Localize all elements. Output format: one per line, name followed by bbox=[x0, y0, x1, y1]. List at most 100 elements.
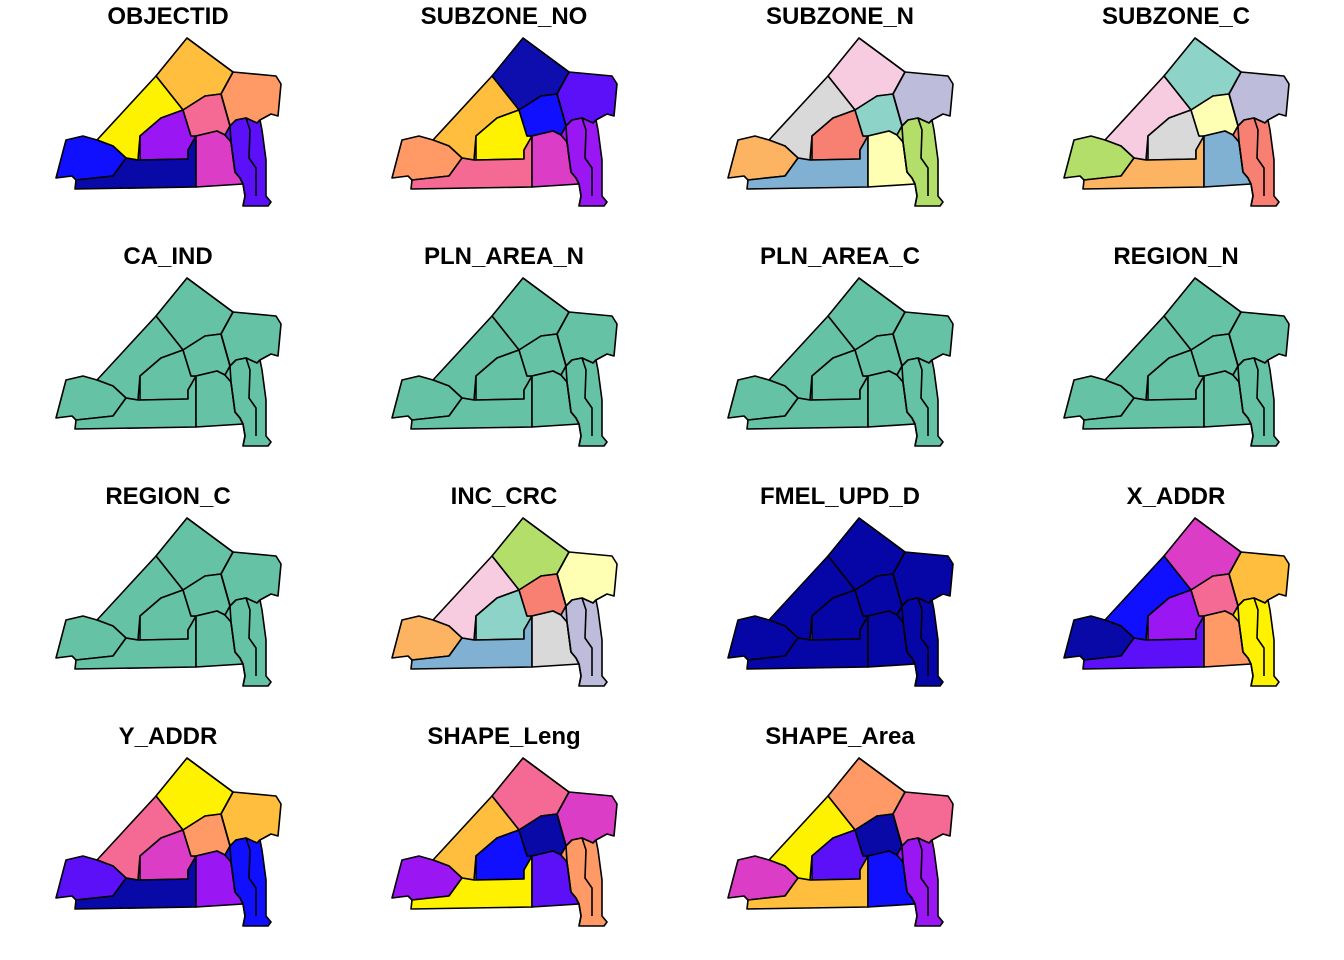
subzone-boundary bbox=[1194, 37, 1242, 73]
map-panel: SUBZONE_C bbox=[1008, 0, 1344, 240]
subzone-polygon bbox=[55, 375, 127, 421]
map-panel: INC_CRC bbox=[336, 480, 672, 720]
subzone-boundary bbox=[858, 757, 906, 793]
subzone-polygon bbox=[892, 71, 954, 127]
subzone-boundary bbox=[858, 277, 906, 313]
subzone-polygon bbox=[55, 855, 127, 901]
map-panel: FMEL_UPD_D bbox=[672, 480, 1008, 720]
subzone-boundary bbox=[186, 757, 234, 793]
subzone-boundary bbox=[220, 311, 246, 447]
subzone-map bbox=[1063, 517, 1290, 687]
subzone-boundary bbox=[1253, 117, 1265, 196]
panel-title: PLN_AREA_N bbox=[423, 243, 585, 270]
subzone-map bbox=[55, 757, 282, 927]
subzone-boundary bbox=[220, 791, 246, 927]
subzone-polygon bbox=[410, 855, 533, 910]
subzone-polygon bbox=[746, 615, 869, 670]
panel-title: FMEL_UPD_D bbox=[759, 483, 921, 510]
panel-title: SHAPE_Area bbox=[765, 723, 915, 750]
subzone-polygon bbox=[74, 135, 197, 190]
subzone-polygon bbox=[410, 375, 533, 430]
subzone-polygon bbox=[1228, 71, 1290, 127]
subzone-boundary bbox=[917, 837, 929, 916]
subzone-polygon bbox=[220, 551, 282, 607]
subzone-boundary bbox=[1228, 71, 1254, 207]
subzone-boundary bbox=[858, 37, 906, 73]
subzone-polygon bbox=[220, 71, 282, 127]
subzone-polygon bbox=[1228, 311, 1290, 367]
subzone-boundary bbox=[1228, 551, 1254, 687]
map-panel: REGION_C bbox=[0, 480, 336, 720]
subzone-map bbox=[391, 757, 618, 927]
panel-title: PLN_AREA_C bbox=[759, 243, 921, 270]
map-panel: Y_ADDR bbox=[0, 720, 336, 960]
subzone-polygon bbox=[556, 311, 618, 367]
panel-title: Y_ADDR bbox=[118, 723, 218, 750]
subzone-boundary bbox=[1253, 357, 1265, 436]
subzone-boundary bbox=[556, 791, 582, 927]
subzone-polygon bbox=[746, 375, 869, 430]
subzone-boundary bbox=[220, 71, 246, 207]
map-panel: SHAPE_Area bbox=[672, 720, 1008, 960]
subzone-polygon bbox=[556, 791, 618, 847]
subzone-map bbox=[1063, 277, 1290, 447]
subzone-boundary bbox=[917, 117, 929, 196]
subzone-boundary bbox=[245, 597, 257, 676]
map-panel: SUBZONE_NO bbox=[336, 0, 672, 240]
subzone-polygon bbox=[74, 615, 197, 670]
subzone-boundary bbox=[892, 791, 918, 927]
subzone-boundary bbox=[522, 37, 570, 73]
map-panel: SHAPE_Leng bbox=[336, 720, 672, 960]
panel-title: SUBZONE_N bbox=[765, 3, 915, 30]
subzone-polygon bbox=[892, 311, 954, 367]
subzone-polygon bbox=[391, 615, 463, 661]
subzone-polygon bbox=[556, 551, 618, 607]
subzone-polygon bbox=[1063, 615, 1135, 661]
subzone-polygon bbox=[220, 311, 282, 367]
subzone-boundary bbox=[917, 597, 929, 676]
subzone-map bbox=[391, 277, 618, 447]
subzone-boundary bbox=[892, 311, 918, 447]
subzone-boundary bbox=[892, 551, 918, 687]
panel-title: SUBZONE_NO bbox=[420, 3, 588, 30]
panel-title: INC_CRC bbox=[450, 483, 558, 510]
subzone-map bbox=[55, 37, 282, 207]
subzone-boundary bbox=[858, 517, 906, 553]
subzone-map bbox=[55, 277, 282, 447]
map-panel: X_ADDR bbox=[1008, 480, 1344, 720]
subzone-map bbox=[391, 517, 618, 687]
subzone-polygon bbox=[727, 855, 799, 901]
subzone-map bbox=[727, 277, 954, 447]
subzone-polygon bbox=[1228, 551, 1290, 607]
subzone-polygon bbox=[220, 791, 282, 847]
subzone-boundary bbox=[220, 551, 246, 687]
subzone-boundary bbox=[581, 117, 593, 196]
subzone-polygon bbox=[727, 135, 799, 181]
subzone-map bbox=[727, 517, 954, 687]
subzone-map bbox=[55, 517, 282, 687]
subzone-polygon bbox=[74, 375, 197, 430]
panel-title: REGION_N bbox=[1113, 243, 1239, 270]
map-panel: PLN_AREA_N bbox=[336, 240, 672, 480]
subzone-polygon bbox=[55, 615, 127, 661]
subzone-polygon bbox=[1082, 135, 1205, 190]
subzone-boundary bbox=[581, 357, 593, 436]
subzone-polygon bbox=[74, 855, 197, 910]
subzone-boundary bbox=[1194, 517, 1242, 553]
subzone-boundary bbox=[245, 117, 257, 196]
panel-title: OBJECTID bbox=[107, 3, 229, 30]
subzone-boundary bbox=[522, 517, 570, 553]
subzone-boundary bbox=[581, 597, 593, 676]
subzone-polygon bbox=[746, 135, 869, 190]
map-panel: PLN_AREA_C bbox=[672, 240, 1008, 480]
panel-title: X_ADDR bbox=[1126, 483, 1226, 510]
subzone-polygon bbox=[410, 135, 533, 190]
subzone-boundary bbox=[556, 311, 582, 447]
subzone-boundary bbox=[245, 357, 257, 436]
subzone-polygon bbox=[391, 855, 463, 901]
panel-title: REGION_C bbox=[105, 483, 231, 510]
subzone-polygon bbox=[727, 375, 799, 421]
panel-title: SHAPE_Leng bbox=[427, 723, 581, 750]
subzone-polygon bbox=[892, 551, 954, 607]
